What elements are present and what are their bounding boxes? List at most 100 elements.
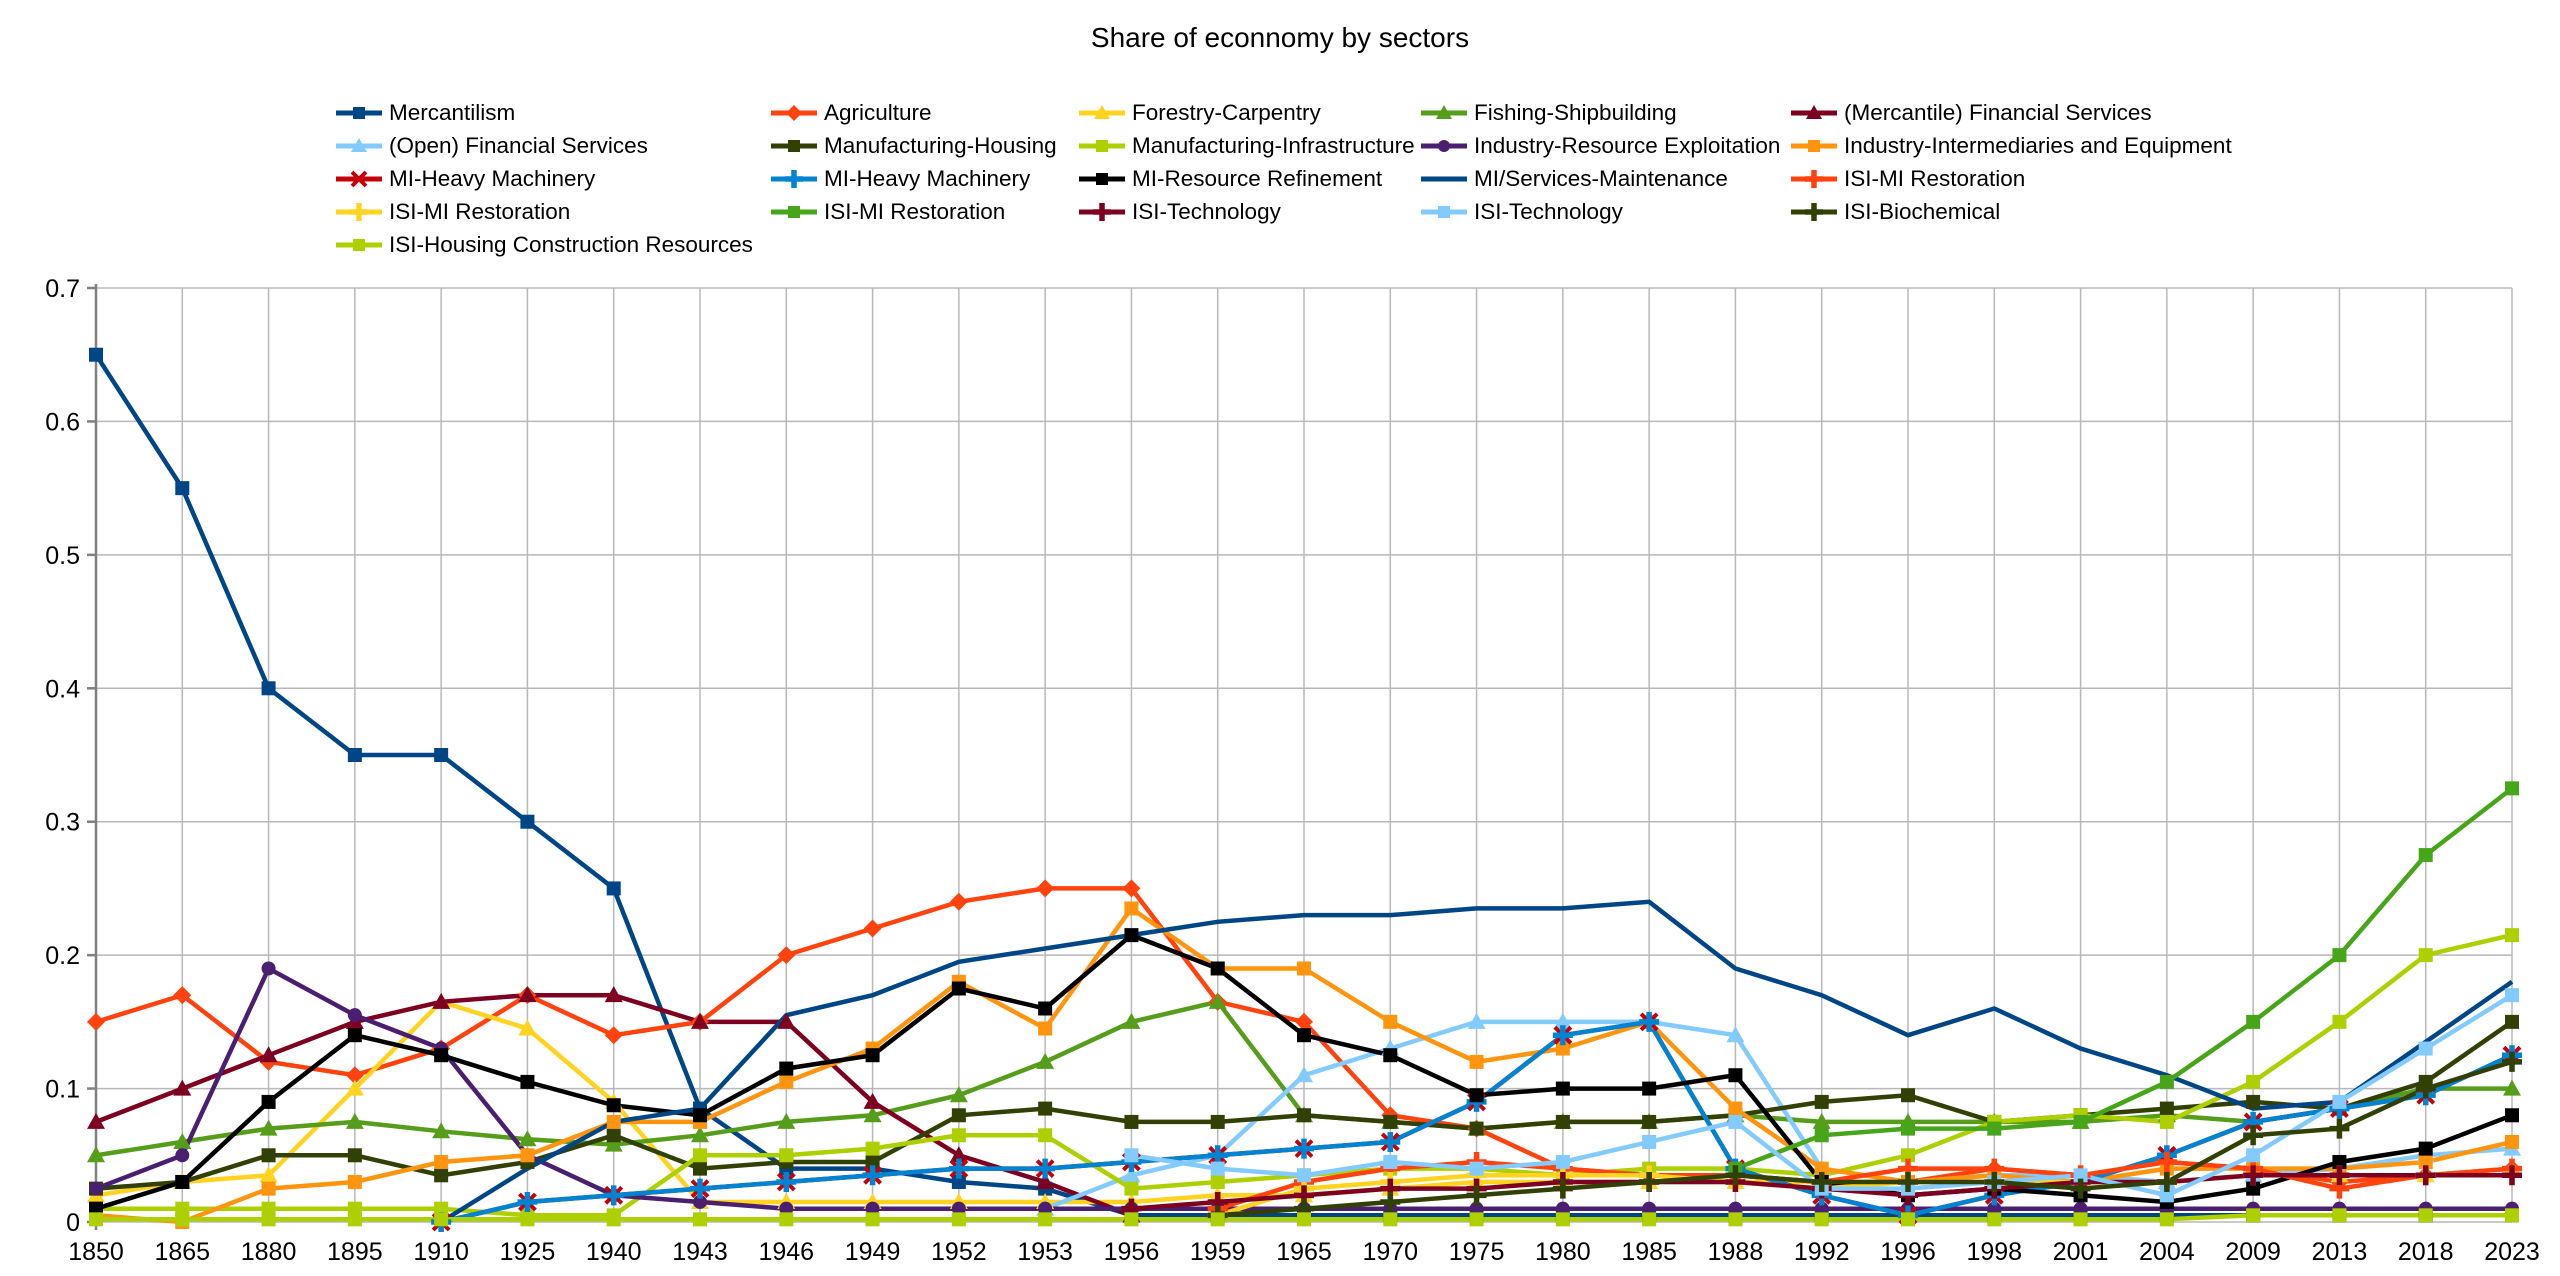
legend-item: (Open) Financial Services: [335, 132, 648, 160]
svg-text:1975: 1975: [1449, 1238, 1505, 1266]
legend-label: ISI-MI Restoration: [389, 199, 571, 224]
legend-swatch: [1791, 105, 1837, 119]
svg-text:1992: 1992: [1794, 1238, 1850, 1266]
x-tick-labels: 1850 1865 1880 1895 1910 1925 1940 1943 1946 1949…: [68, 1238, 2540, 1266]
legend-swatch: [1079, 140, 1125, 152]
legend-swatch: [1421, 105, 1467, 119]
legend-swatch: [336, 170, 382, 188]
svg-text:0.6: 0.6: [45, 408, 80, 436]
svg-text:1940: 1940: [586, 1238, 642, 1266]
legend-item: MI/Services-Maintenance: [1420, 165, 1728, 193]
legend-label: Agriculture: [824, 100, 932, 125]
svg-text:0.5: 0.5: [45, 542, 80, 570]
legend-swatch: [1079, 203, 1125, 221]
svg-text:1996: 1996: [1880, 1238, 1936, 1266]
legend-swatch: [336, 203, 382, 221]
svg-text:1850: 1850: [68, 1238, 124, 1266]
legend-item: Industry-Resource Exploitation: [1420, 132, 1780, 160]
marker-group: [1728, 781, 2519, 1176]
svg-text:1895: 1895: [327, 1238, 383, 1266]
legend-swatch: [1079, 105, 1125, 119]
legend-item: MI-Heavy Machinery: [335, 165, 595, 193]
legend-swatch: [336, 138, 382, 152]
legend-item: ISI-MI Restoration: [1790, 165, 2025, 193]
legend-item: ISI-Biochemical: [1790, 198, 2000, 226]
svg-text:2009: 2009: [2225, 1238, 2281, 1266]
svg-text:1943: 1943: [672, 1238, 728, 1266]
svg-text:1956: 1956: [1104, 1238, 1160, 1266]
svg-text:2013: 2013: [2312, 1238, 2368, 1266]
legend-swatch: [1421, 176, 1467, 182]
legend-item: MI-Resource Refinement: [1078, 165, 1382, 193]
y-tick-labels: 0 0.1 0.2 0.3 0.4 0.5 0.6 0.7: [45, 275, 80, 1237]
legend-label: MI-Heavy Machinery: [824, 166, 1031, 191]
legend-item: (Mercantile) Financial Services: [1790, 99, 2152, 127]
legend-item: ISI-MI Restoration: [335, 198, 570, 226]
svg-text:1959: 1959: [1190, 1238, 1246, 1266]
legend-label: ISI-MI Restoration: [824, 199, 1006, 224]
svg-text:1910: 1910: [413, 1238, 469, 1266]
legend-swatch: [1421, 140, 1467, 152]
legend-label: ISI-Biochemical: [1844, 199, 2001, 224]
legend-label: ISI-Technology: [1474, 199, 1623, 224]
legend-item: ISI-Technology: [1420, 198, 1623, 226]
legend-label: ISI-MI Restoration: [1844, 166, 2026, 191]
svg-text:2018: 2018: [2398, 1238, 2454, 1266]
svg-text:2004: 2004: [2139, 1238, 2195, 1266]
legend-item: Mercantilism: [335, 99, 515, 127]
legend-swatch: [771, 105, 817, 121]
y-axis: [87, 284, 98, 1230]
svg-text:1953: 1953: [1017, 1238, 1073, 1266]
legend-swatch: [771, 170, 817, 188]
svg-text:1880: 1880: [241, 1238, 297, 1266]
legend-swatch: [1421, 206, 1467, 218]
svg-text:0: 0: [66, 1209, 80, 1237]
svg-text:0.2: 0.2: [45, 942, 80, 970]
svg-text:1965: 1965: [1276, 1238, 1332, 1266]
legend-swatch: [1791, 203, 1837, 221]
svg-text:2023: 2023: [2484, 1238, 2540, 1266]
series-line: [1734, 786, 2514, 1171]
legend-label: ISI-Housing Construction Resources: [389, 232, 753, 257]
legend-label: MI-Resource Refinement: [1132, 166, 1383, 191]
svg-text:0.1: 0.1: [45, 1076, 80, 1104]
legend-label: Manufacturing-Housing: [824, 133, 1057, 158]
chart-title: Share of econnomy by sectors: [1090, 22, 1470, 53]
svg-text:1998: 1998: [1966, 1238, 2022, 1266]
legend-item: Manufacturing-Infrastructure: [1078, 132, 1415, 160]
marker-group: [89, 1208, 2519, 1227]
svg-text:1946: 1946: [758, 1238, 814, 1266]
legend-label: Mercantilism: [389, 100, 516, 125]
svg-text:0.3: 0.3: [45, 809, 80, 837]
legend-item: Industry-Intermediaries and Equipment: [1790, 132, 2232, 160]
legend-swatch: [1791, 170, 1837, 188]
legend-item: ISI-MI Restoration: [770, 198, 1005, 226]
legend-label: Manufacturing-Infrastructure: [1132, 133, 1415, 158]
legend-label: Forestry-Carpentry: [1132, 100, 1321, 125]
legend-item: Manufacturing-Housing: [770, 132, 1057, 160]
legend-swatch: [1791, 140, 1837, 152]
svg-text:1980: 1980: [1535, 1238, 1591, 1266]
legend-item: Fishing-Shipbuilding: [1420, 99, 1677, 127]
series-markers: [87, 347, 2522, 1232]
svg-text:1970: 1970: [1362, 1238, 1418, 1266]
legend-item: ISI-Housing Construction Resources: [335, 231, 753, 259]
legend-item: Agriculture: [770, 99, 932, 127]
legend-label: Fishing-Shipbuilding: [1474, 100, 1677, 125]
legend-label: ISI-Technology: [1132, 199, 1281, 224]
legend-label: (Mercantile) Financial Services: [1844, 100, 2152, 125]
legend-swatch: [336, 239, 382, 251]
series-line: [1217, 1059, 2513, 1218]
legend-swatch: [1079, 173, 1125, 185]
legend-label: Industry-Intermediaries and Equipment: [1844, 133, 2232, 158]
legend-swatch: [336, 107, 382, 119]
svg-text:2001: 2001: [2053, 1238, 2109, 1266]
legend-item: Forestry-Carpentry: [1078, 99, 1321, 127]
svg-text:1949: 1949: [845, 1238, 901, 1266]
svg-text:1952: 1952: [931, 1238, 987, 1266]
svg-text:0.4: 0.4: [45, 675, 80, 703]
legend-label: MI/Services-Maintenance: [1474, 166, 1728, 191]
svg-text:1925: 1925: [500, 1238, 556, 1266]
chart-legend: Mercantilism Agriculture Forestry-Carpentr…: [0, 0, 2560, 270]
gridlines: [95, 287, 2513, 1223]
